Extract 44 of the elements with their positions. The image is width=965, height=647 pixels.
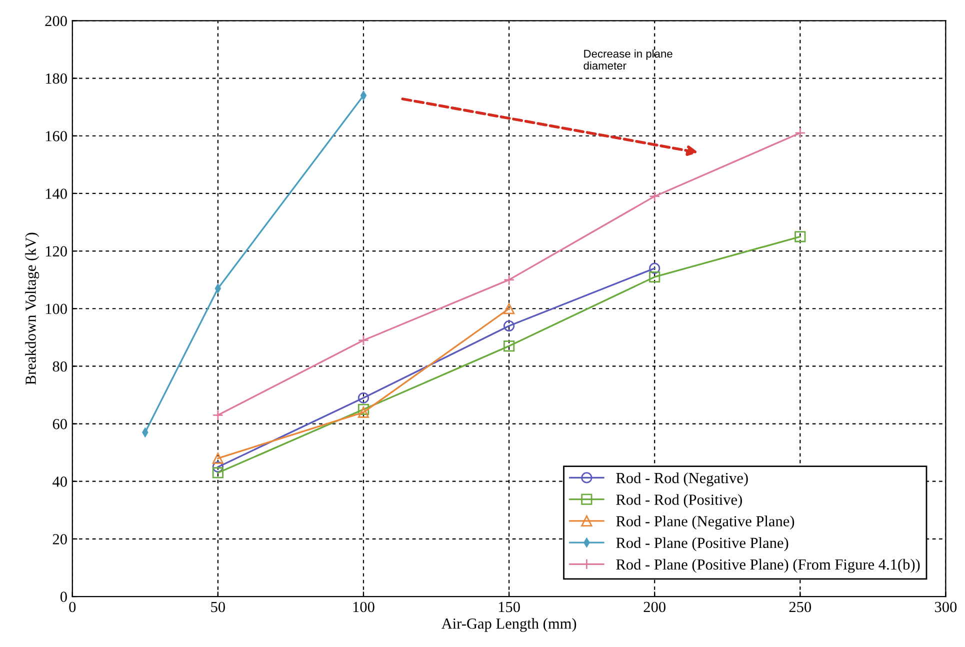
y-tick-label: 100 xyxy=(46,304,67,314)
x-tick-label: 300 xyxy=(934,602,957,612)
annotation: Decrease in plane diameter xyxy=(584,49,672,70)
point xyxy=(358,406,370,418)
point xyxy=(794,231,806,242)
y-tick-label: 40 xyxy=(52,476,67,487)
point xyxy=(212,452,224,464)
x-tick-label: 100 xyxy=(353,602,374,612)
point xyxy=(649,262,660,274)
point xyxy=(649,271,660,283)
x-tick-label: 150 xyxy=(498,602,520,612)
y-tick-label: 60 xyxy=(52,418,67,430)
legend-label: Rod - Plane (Positive Plane) xyxy=(616,537,788,552)
point xyxy=(212,461,224,473)
point xyxy=(358,392,370,404)
y-tick-label: 140 xyxy=(46,188,67,199)
point xyxy=(212,410,224,421)
point xyxy=(358,404,370,415)
y-tick-label: 20 xyxy=(52,534,67,544)
y-tick-label: 120 xyxy=(46,246,67,256)
legend-label: Rod - Plane (Positive Plane) (From Figure 4.1(b)) xyxy=(616,558,920,573)
legend-label: Rod - Rod (Positive) xyxy=(616,494,742,508)
point xyxy=(212,467,224,478)
legend-label: Rod - Rod (Negative) xyxy=(616,472,748,486)
point xyxy=(649,190,660,202)
point xyxy=(794,127,806,139)
x-tick-label: 50 xyxy=(211,602,225,612)
x-tick-label: 250 xyxy=(789,602,812,612)
point xyxy=(503,303,515,314)
y-tick-label: 0 xyxy=(60,592,67,602)
y-tick-label: 160 xyxy=(46,131,67,142)
y-tick-label: 80 xyxy=(52,361,67,372)
point xyxy=(503,274,515,286)
y-tick-label: 200 xyxy=(45,16,67,26)
point xyxy=(358,334,370,346)
point xyxy=(503,340,515,352)
x-tick-label: 200 xyxy=(644,602,666,612)
x-axis-title: Air-Gap Length (mm) xyxy=(441,618,576,632)
legend-label: Rod - Plane (Negative Plane) xyxy=(616,516,794,530)
point xyxy=(503,320,515,332)
point xyxy=(360,90,367,100)
y-axis-title: Breakdown Voltage (kV) xyxy=(25,232,40,385)
y-tick-label: 180 xyxy=(46,73,67,84)
x-tick-label: 0 xyxy=(69,602,76,612)
